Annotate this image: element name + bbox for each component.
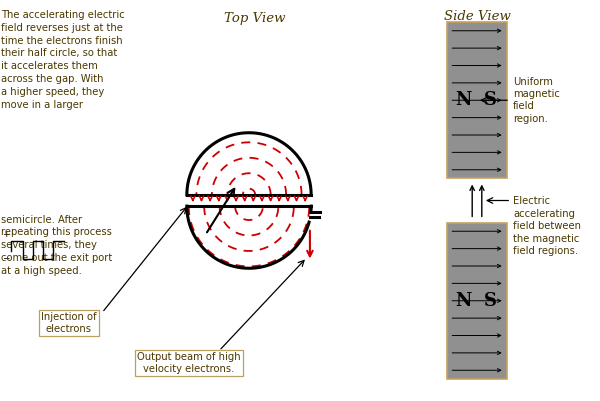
Bar (447, 223, 507, 379)
Text: N: N (455, 292, 472, 310)
Text: S: S (484, 91, 497, 109)
Text: N: N (455, 91, 472, 109)
Text: S: S (484, 292, 497, 310)
Text: The accelerating electric
field reverses just at the
time the electrons finish
t: The accelerating electric field reverses… (1, 10, 125, 109)
Text: Injection of
electrons: Injection of electrons (41, 312, 97, 334)
Text: Output beam of high
velocity electrons.: Output beam of high velocity electrons. (137, 352, 241, 374)
Text: Uniform
magnetic
field
region.: Uniform magnetic field region. (513, 77, 560, 124)
Text: −: − (2, 254, 10, 263)
Bar (447, 22, 507, 178)
Text: +: + (2, 231, 10, 239)
Text: Side View: Side View (443, 10, 511, 23)
Text: Electric
accelerating
field between
the magnetic
field regions.: Electric accelerating field between the … (513, 196, 581, 256)
Text: Top View: Top View (224, 12, 286, 25)
Text: semicircle. After
repeating this process
several times, they
come out the exit p: semicircle. After repeating this process… (1, 215, 112, 276)
